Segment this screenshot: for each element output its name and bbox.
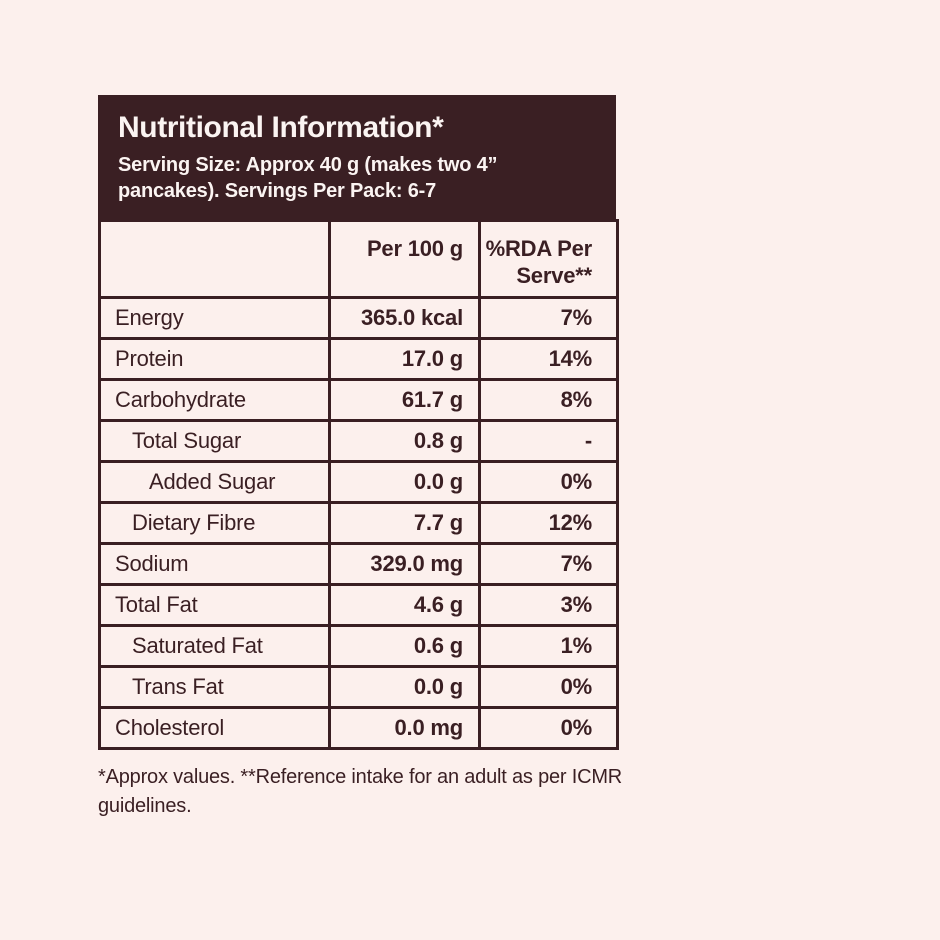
nutrient-label: Energy [98, 296, 331, 340]
serving-info: Serving Size: Approx 40 g (makes two 4” … [118, 154, 498, 202]
nutrient-label: Total Sugar [98, 419, 331, 463]
rda-per-serve-value: 3% [478, 583, 619, 627]
rda-per-serve-value: 0% [478, 706, 619, 750]
rda-per-serve-value: 12% [478, 501, 619, 545]
table-row: Trans Fat 0.0 g 0% [98, 665, 619, 709]
table-header-row: Per 100 g %RDA Per Serve** [98, 219, 619, 299]
table-row: Sodium 329.0 mg 7% [98, 542, 619, 586]
nutrient-label: Protein [98, 337, 331, 381]
table-row: Energy 365.0 kcal 7% [98, 296, 619, 340]
table-row: Dietary Fibre 7.7 g 12% [98, 501, 619, 545]
column-header-per-100g: Per 100 g [328, 219, 481, 299]
nutrient-label: Saturated Fat [98, 624, 331, 668]
per-100g-value: 365.0 kcal [328, 296, 481, 340]
per-100g-value: 0.6 g [328, 624, 481, 668]
per-100g-value: 0.0 g [328, 460, 481, 504]
nutrient-label: Sodium [98, 542, 331, 586]
rda-per-serve-value: 0% [478, 665, 619, 709]
rda-per-serve-value: 7% [478, 542, 619, 586]
table-row: Protein 17.0 g 14% [98, 337, 619, 381]
rda-per-serve-value: 8% [478, 378, 619, 422]
per-100g-value: 0.0 g [328, 665, 481, 709]
footnote: *Approx values. **Reference intake for a… [98, 766, 623, 817]
nutrient-label: Dietary Fibre [98, 501, 331, 545]
table-body: Energy 365.0 kcal 7% Protein 17.0 g 14% Carboh… [98, 296, 619, 750]
table-row: Carbohydrate 61.7 g 8% [98, 378, 619, 422]
nutrient-label: Carbohydrate [98, 378, 331, 422]
rda-per-serve-value: 7% [478, 296, 619, 340]
column-header-nutrient [98, 219, 331, 299]
nutrient-label: Total Fat [98, 583, 331, 627]
table-row: Total Sugar 0.8 g- [98, 419, 619, 463]
per-100g-value: 0.8 g [328, 419, 481, 463]
table-row: Cholesterol 0.0 mg 0% [98, 706, 619, 750]
table-row: Saturated Fat 0.6 g 1% [98, 624, 619, 668]
per-100g-value: 61.7 g [328, 378, 481, 422]
nutrient-label: Added Sugar [98, 460, 331, 504]
rda-per-serve-value: 0% [478, 460, 619, 504]
rda-per-serve-value: 14% [478, 337, 619, 381]
per-100g-value: 0.0 mg [328, 706, 481, 750]
nutrition-label: Nutritional Information* Serving Size: A… [98, 95, 622, 821]
nutrient-label: Trans Fat [98, 665, 331, 709]
per-100g-value: 7.7 g [328, 501, 481, 545]
label-title: Nutritional Information* [118, 111, 444, 144]
per-100g-value: 4.6 g [328, 583, 481, 627]
nutrition-table: Per 100 g %RDA Per Serve** Energy 365.0 k… [98, 219, 619, 750]
per-100g-value: 329.0 mg [328, 542, 481, 586]
column-header-rda-per-serve: %RDA Per Serve** [478, 219, 619, 299]
table-row: Total Fat 4.6 g 3% [98, 583, 619, 627]
rda-per-serve-value: 1% [478, 624, 619, 668]
table-row: Added Sugar 0.0 g 0% [98, 460, 619, 504]
label-header: Nutritional Information* Serving Size: A… [98, 95, 616, 219]
nutrient-label: Cholesterol [98, 706, 331, 750]
rda-per-serve-value: - [478, 419, 619, 463]
per-100g-value: 17.0 g [328, 337, 481, 381]
